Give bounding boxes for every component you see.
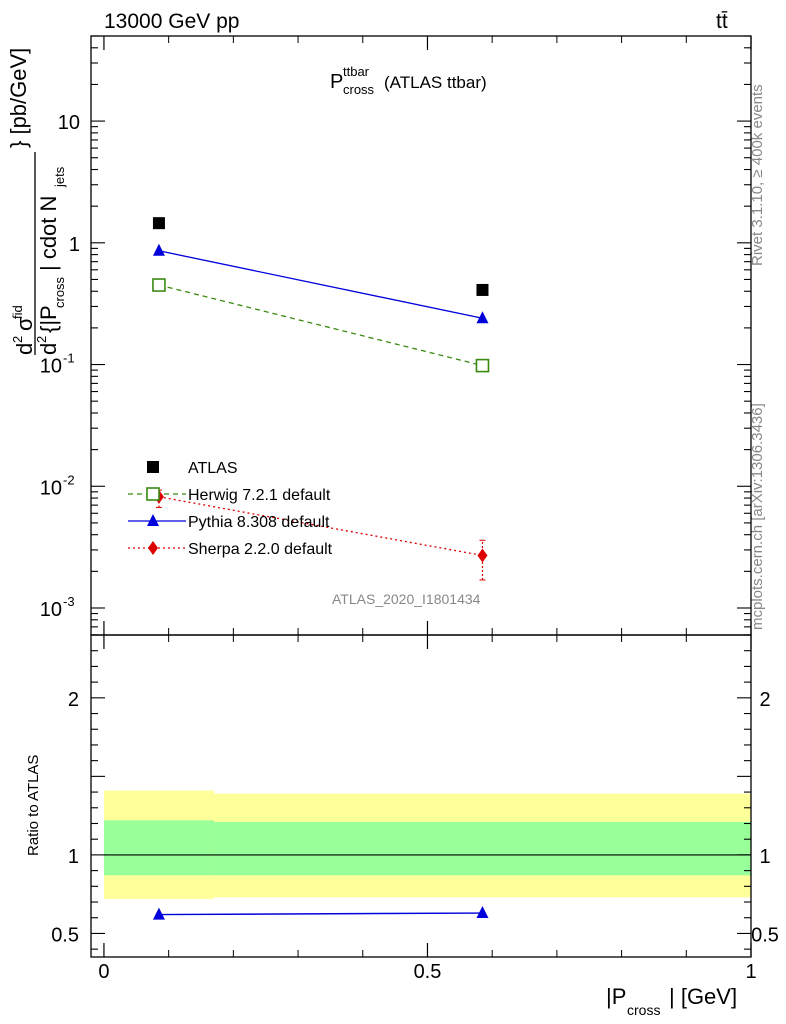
y-tick-label-right: 1: [759, 846, 770, 868]
legend-marker-filled-square: [147, 461, 159, 473]
y-label-den-sub: cross: [52, 276, 67, 308]
marker-open-square: [475, 358, 490, 373]
x-tick-label: 1: [745, 961, 756, 983]
y-tick-label: 10 -1: [40, 351, 75, 378]
y-tick-base: 10: [58, 112, 80, 134]
series-line: [158, 250, 483, 319]
y-label-den-sup: 2: [34, 336, 49, 343]
y-label-den-sub2: jets: [52, 166, 67, 188]
series-atlas: [152, 217, 489, 296]
y-axis-label-top: d 2 σ fid d 2 {|P cross | cdot N jets } …: [6, 48, 67, 355]
marker-triangle: [152, 243, 165, 256]
plot-title-suffix: (ATLAS ttbar): [384, 73, 487, 92]
x-tick-label: 0: [98, 961, 109, 983]
marker-diamond: [477, 548, 488, 563]
legend-entry: Pythia 8.308 default: [128, 514, 330, 531]
ratio-uncertainty-bands: [103, 790, 752, 899]
mcplots-label: mcplots.cern.ch [arXiv:1306.3436]: [749, 403, 766, 630]
plot-title-sup: ttbar: [343, 64, 370, 79]
series-line: [158, 284, 483, 367]
series-herwig: [152, 278, 490, 373]
analysis-watermark: ATLAS_2020_I1801434: [332, 591, 481, 607]
y-tick-label-right: 2: [759, 689, 770, 711]
y-tick-label-right: 0.5: [751, 924, 779, 946]
ratio-plot-panel: 0.5 0.5 1 1 2 2 0 0.5 1: [51, 634, 779, 983]
y-label-den-body: {|P: [36, 305, 61, 333]
plot-title-main: P: [330, 71, 343, 93]
y-tick-label-left: 0.5: [51, 924, 79, 946]
legend-label: ATLAS: [188, 460, 238, 477]
y-tick-exp: -3: [63, 594, 75, 609]
x-tick-label: 0.5: [414, 961, 442, 983]
y-label-num-sigma-sup: fid: [10, 305, 25, 319]
y-tick-label: 1: [69, 234, 80, 256]
y-tick-base: 1: [69, 234, 80, 256]
y-tick-label-left: 1: [68, 846, 79, 868]
rivet-version-label: Rivet 3.1.10, ≥ 400k events: [749, 84, 766, 266]
ratio-plot-tick-labels: 0.5 0.5 1 1 2 2 0 0.5 1: [51, 689, 779, 983]
legend-label: Pythia 8.308 default: [188, 514, 330, 531]
legend-label: Sherpa 2.2.0 default: [188, 541, 333, 558]
main-plot-axes: [91, 35, 752, 636]
y-tick-label: 10: [58, 112, 80, 134]
y-axis-label-bottom: Ratio to ATLAS: [25, 755, 42, 856]
ratio-plot-series: [152, 906, 489, 920]
legend-entry: Sherpa 2.2.0 default: [128, 541, 333, 558]
y-label-num-d: d: [12, 343, 37, 355]
ratio-series-pythia: [152, 906, 489, 920]
legend: ATLAS Herwig 7.2.1 default Pythia 8.308 de…: [128, 460, 333, 558]
legend-marker-diamond: [148, 541, 158, 555]
y-tick-exp: -1: [63, 351, 75, 366]
marker-triangle: [476, 311, 489, 324]
ratio-plot-frame: [90, 634, 752, 958]
y-tick-exp: -2: [63, 472, 75, 487]
y-label-num-sup: 2: [10, 336, 25, 343]
legend-entry: Herwig 7.2.1 default: [128, 487, 331, 504]
y-tick-base: 10: [40, 477, 62, 499]
marker-filled-square: [476, 283, 489, 296]
y-tick-base: 10: [40, 356, 62, 378]
legend-marker-triangle: [147, 514, 159, 526]
ratio-line: [158, 912, 483, 916]
y-label-den-tail: | cdot N: [36, 196, 61, 271]
y-tick-base: 10: [40, 599, 62, 621]
process-label: 13000 GeV pp: [104, 10, 239, 33]
marker-triangle: [476, 906, 489, 919]
final-state-label: tt̄: [716, 10, 728, 33]
x-label-post: | [GeV]: [669, 984, 737, 1009]
plot-title: P ttbar cross (ATLAS ttbar): [330, 64, 487, 97]
y-tick-label: 10 -2: [40, 472, 75, 499]
y-tick-label: 10 -3: [40, 594, 75, 621]
band-green: [103, 820, 214, 876]
marker-triangle: [152, 907, 165, 920]
y-label-den-d: d: [36, 343, 61, 355]
band-green: [213, 821, 752, 876]
y-label-num-sigma: σ: [12, 317, 37, 331]
legend-marker-open-square: [146, 487, 160, 501]
legend-entry: ATLAS: [147, 460, 238, 477]
y-label-unit: } [pb/GeV]: [6, 48, 31, 148]
x-label-pre: |P: [606, 984, 626, 1009]
legend-label: Herwig 7.2.1 default: [188, 487, 331, 504]
x-label-sub: cross: [627, 1002, 660, 1018]
series-pythia: [152, 243, 489, 324]
x-axis-label: |P cross | [GeV]: [606, 984, 737, 1018]
ratio-plot-axes: [91, 634, 752, 957]
y-tick-label-left: 2: [68, 689, 79, 711]
plot-title-sub: cross: [343, 82, 375, 97]
marker-filled-square: [152, 217, 165, 230]
marker-open-square: [152, 278, 166, 292]
